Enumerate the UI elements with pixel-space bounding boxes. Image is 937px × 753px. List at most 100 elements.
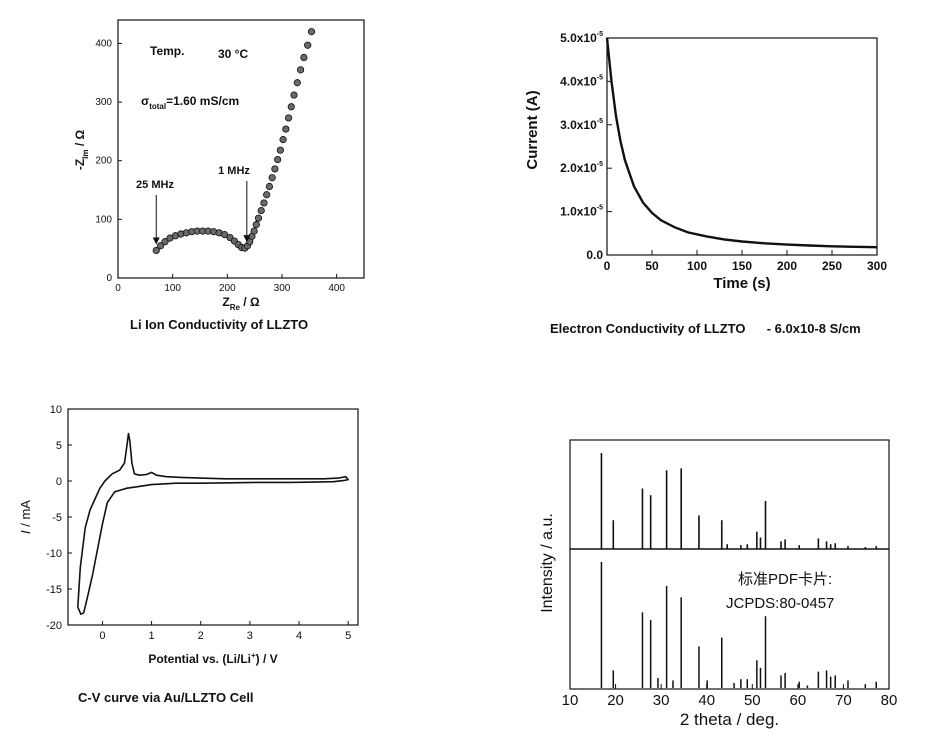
current-y-tick-label: 5.0x10-5 xyxy=(560,31,603,45)
nyquist-data-point xyxy=(282,125,290,133)
xrd-x-tick-label: 10 xyxy=(562,692,579,709)
cv-y-tick-label: -5 xyxy=(52,512,62,524)
nyquist-x-tick-label: 300 xyxy=(274,283,291,294)
cv-x-tick-label: 0 xyxy=(99,630,105,642)
nyquist-data-point xyxy=(265,182,274,191)
nyquist-data-point xyxy=(268,174,276,182)
caption-cv-curve: C-V curve via Au/LLZTO Cell xyxy=(78,690,254,705)
caption-electron-conductivity: Electron Conductivity of LLZTO - 6.0x10-… xyxy=(550,321,861,336)
nyquist-conductivity-label: σtotal=1.60 mS/cm xyxy=(141,94,239,111)
nyquist-x-axis-label: ZRe / Ω xyxy=(222,295,260,312)
cv-curve-line xyxy=(77,432,350,616)
cv-x-tick-label: 5 xyxy=(345,630,351,642)
xrd-x-axis-label: 2 theta / deg. xyxy=(680,710,779,729)
nyquist-y-tick-label: 0 xyxy=(106,273,112,284)
current-x-tick-label: 200 xyxy=(777,259,797,273)
nyquist-data-point xyxy=(274,155,282,164)
nyquist-x-tick-label: 0 xyxy=(115,283,121,294)
nyquist-data-point xyxy=(221,231,229,239)
nyquist-temp-label: Temp. xyxy=(150,44,184,58)
nyquist-data-point xyxy=(157,242,165,250)
cv-plot-frame xyxy=(67,408,359,626)
nyquist-y-axis-label: -ZIm / Ω xyxy=(73,129,90,170)
nyquist-data-point xyxy=(300,53,308,62)
xrd-x-tick-label: 20 xyxy=(607,692,624,709)
current-x-tick-label: 250 xyxy=(822,259,842,273)
nyquist-temp-value: 30 °C xyxy=(218,47,248,61)
current-decay-chart: 0 50 100 150 200 250 300 0.0 1.0x10-5 2.0x10-5 3.0… xyxy=(524,31,887,292)
current-y-tick-label: 2.0x10-5 xyxy=(560,161,603,175)
nyquist-data-point xyxy=(271,165,279,173)
nyquist-data-point xyxy=(290,91,298,99)
nyquist-data-point xyxy=(260,199,268,207)
current-y-tick-label: 4.0x10-5 xyxy=(560,74,603,88)
nyquist-data-point xyxy=(152,246,160,255)
xrd-y-axis-label: Intensity / a.u. xyxy=(539,513,556,613)
nyquist-data-point xyxy=(250,227,258,235)
xrd-reference-label: 标准PDF卡片: xyxy=(738,571,832,588)
caption-electron-title: Electron Conductivity of LLZTO xyxy=(550,321,746,336)
cv-x-tick-label: 1 xyxy=(148,630,154,642)
nyquist-data-point xyxy=(254,214,263,222)
nyquist-data-point xyxy=(293,79,301,87)
nyquist-data-point xyxy=(284,114,293,122)
current-x-tick-label: 100 xyxy=(687,259,707,273)
cv-y-axis-label: I / mA xyxy=(18,500,33,534)
nyquist-data-point xyxy=(307,28,316,36)
cv-x-tick-label: 2 xyxy=(198,630,204,642)
xrd-chart: 10 20 30 40 50 60 70 80 标准PDF卡片: JCPDS:80-0457 2 t… xyxy=(539,439,898,729)
nyquist-x-tick-label: 200 xyxy=(219,283,236,294)
nyquist-x-tick-label: 100 xyxy=(164,283,181,294)
nyquist-freq-low-label: 1 MHz xyxy=(218,165,250,177)
nyquist-data-point xyxy=(304,41,312,49)
nyquist-data-point xyxy=(161,238,169,246)
nyquist-x-tick-label: 400 xyxy=(328,283,345,294)
nyquist-data-point xyxy=(263,191,271,199)
cv-x-axis-label: Potential vs. (Li/Li+) / V xyxy=(148,651,277,666)
nyquist-chart: 0 100 200 300 400 0 100 200 300 400 ZRe / Ω -ZIm / … xyxy=(73,19,365,312)
cv-y-tick-label: 10 xyxy=(50,404,62,416)
nyquist-freq-high-arrowhead xyxy=(152,237,160,245)
xrd-x-tick-label: 30 xyxy=(653,692,670,709)
current-x-axis-label: Time (s) xyxy=(713,275,770,292)
cv-y-tick-label: 0 xyxy=(56,476,62,488)
nyquist-data-point xyxy=(252,221,260,229)
nyquist-data-point xyxy=(296,66,305,74)
cv-chart: 0 1 2 3 4 5 10 5 0 -5 -10 -15 -20 Potential vs. (Li/L… xyxy=(18,404,359,666)
cv-y-tick-label: -20 xyxy=(46,620,62,632)
current-y-tick-label: 0.0 xyxy=(586,248,603,262)
xrd-x-tick-label: 70 xyxy=(835,692,852,709)
cv-y-tick-label: -10 xyxy=(46,548,62,560)
current-x-tick-label: 150 xyxy=(732,259,752,273)
current-y-tick-label: 1.0x10-5 xyxy=(560,205,603,219)
nyquist-data-point xyxy=(279,136,287,144)
xrd-x-tick-label: 50 xyxy=(744,692,761,709)
cv-x-tick-label: 4 xyxy=(296,630,302,642)
xrd-x-tick-label: 60 xyxy=(790,692,807,709)
caption-electron-value: - 6.0x10-8 S/cm xyxy=(766,321,861,336)
nyquist-y-tick-label: 400 xyxy=(95,38,112,49)
nyquist-y-tick-label: 200 xyxy=(95,156,112,167)
caption-li-ion-conductivity: Li Ion Conductivity of LLZTO xyxy=(130,317,309,332)
nyquist-freq-high-label: 25 MHz xyxy=(136,179,174,191)
nyquist-y-tick-label: 100 xyxy=(95,214,112,225)
current-plot-frame xyxy=(606,37,878,256)
nyquist-data-point xyxy=(287,103,295,111)
nyquist-data-point xyxy=(276,146,284,154)
cv-y-tick-label: -15 xyxy=(46,584,62,596)
nyquist-data-point xyxy=(257,206,265,215)
nyquist-y-tick-label: 300 xyxy=(95,97,112,108)
current-y-axis-label: Current (A) xyxy=(524,90,541,169)
xrd-reference-code: JCPDS:80-0457 xyxy=(726,595,834,612)
cv-y-tick-label: 5 xyxy=(56,440,62,452)
current-x-tick-label: 50 xyxy=(645,259,659,273)
current-x-tick-label: 300 xyxy=(867,259,887,273)
current-y-tick-label: 3.0x10-5 xyxy=(560,118,603,132)
nyquist-plot-frame xyxy=(117,19,365,279)
xrd-x-tick-label: 40 xyxy=(698,692,715,709)
nyquist-freq-low-arrowhead xyxy=(243,235,251,243)
xrd-x-tick-label: 80 xyxy=(881,692,898,709)
cv-x-tick-label: 3 xyxy=(247,630,253,642)
